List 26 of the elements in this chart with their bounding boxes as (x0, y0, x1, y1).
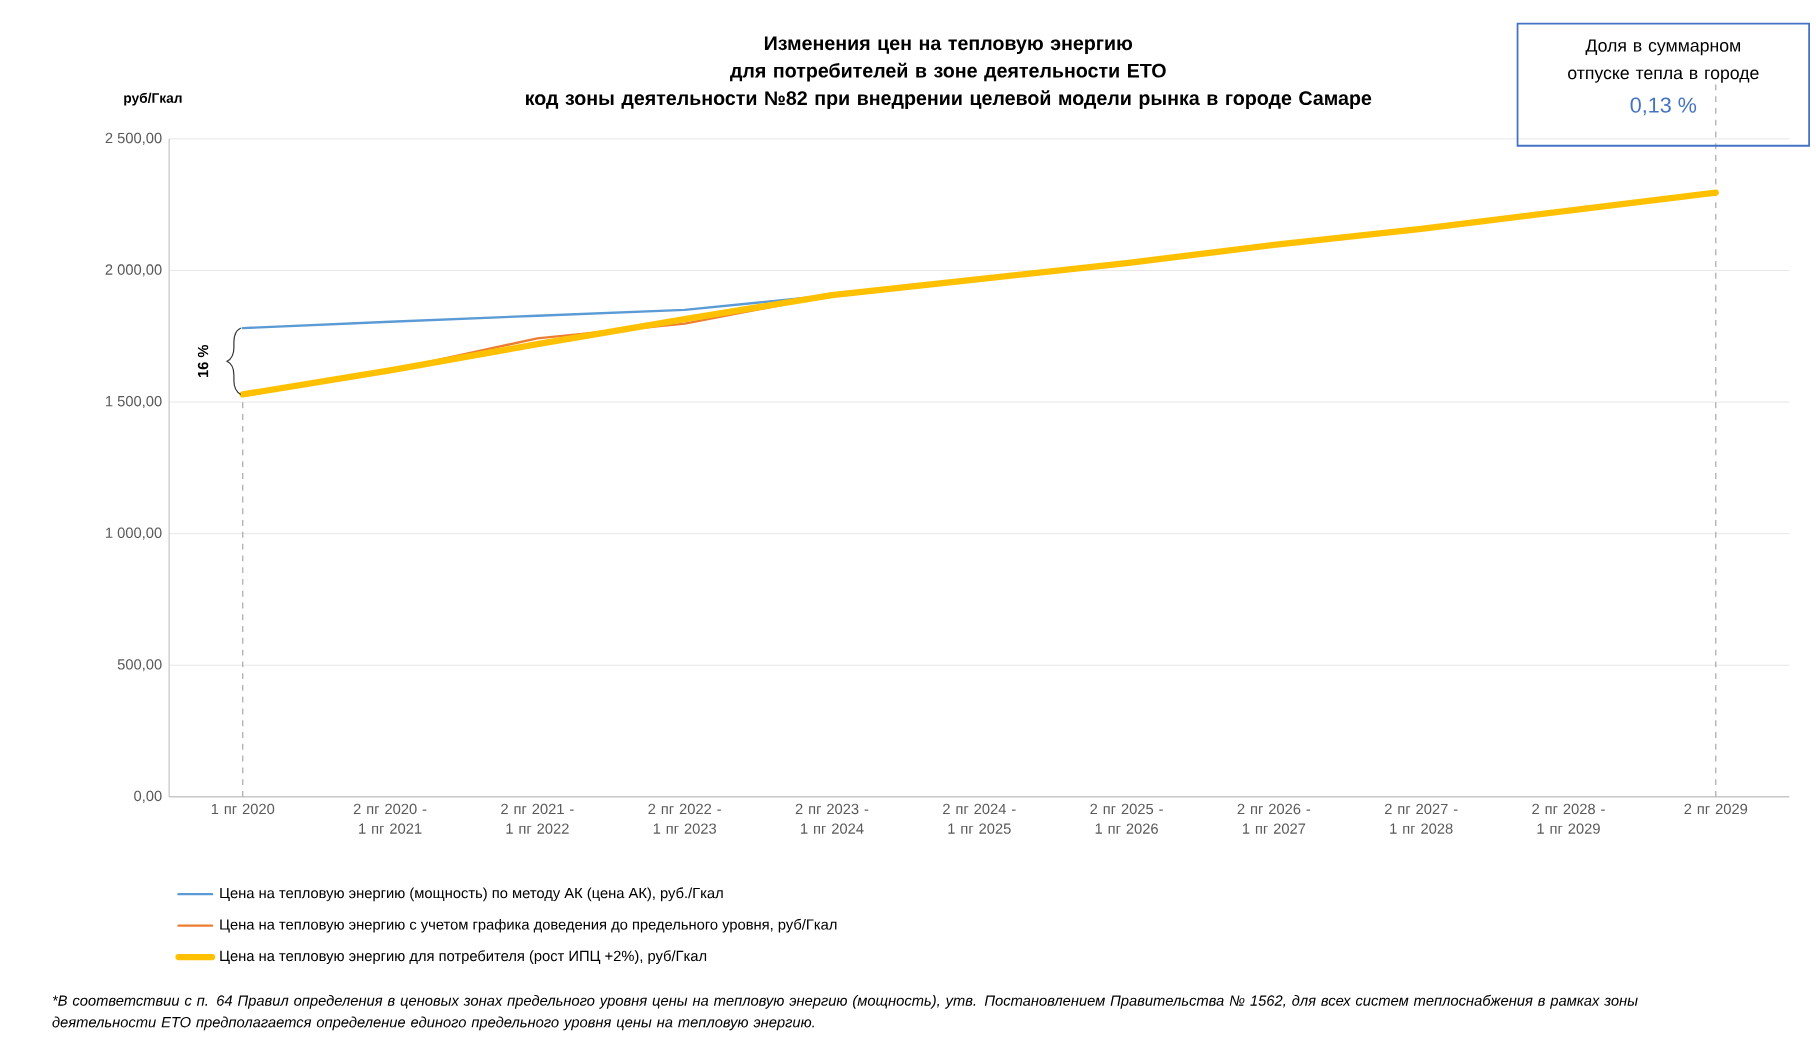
x-tick-label: 2 пг 2020 - 1 пг 2021 (353, 803, 427, 834)
annotation: 16 % (197, 344, 209, 378)
y-axis-title: руб/Гкал (124, 92, 182, 106)
y-tick-label: 1 000,00 (105, 527, 162, 540)
x-tick-label: 1 пг 2020 (211, 803, 275, 815)
y-tick-label: 0,00 (134, 790, 162, 803)
x-tick-label: 2 пг 2028 - 1 пг 2029 (1532, 803, 1605, 834)
text: 0,13 % (1630, 97, 1697, 116)
legend-label: Цена на тепловую энергию с учетом графика доведения до предельного уровня, руб/Гкал (220, 918, 837, 933)
y-tick-label: 1 500,00 (105, 395, 162, 409)
text: Доля в суммарном отпуске тепла в городе (1568, 39, 1759, 83)
text: *В соответствии с п. 64 Правил определения в ценовых зонах предельного уровня цены на тепловую энергию (мощность), утв. Постановлением Правительства № 1562, для всех систем теплоснабжения в рамках зоны деятельности ЕТО предполагается определение единого предельного уровня цены на тепловую энергию. (52, 994, 1638, 1031)
y-tick-label: 2 000,00 (105, 264, 162, 277)
x-tick-label: 2 пг 2024 - 1 пг 2025 (943, 803, 1016, 834)
chart-title: Изменения цен на тепловую энергию для потребителей в зоне деятельности ЕТО код зоны деятельности №82 при внедрении целевой модели рынка в городе Самаре (526, 36, 1372, 109)
legend-label: Цена на тепловую энергию для потребителя (рост ИПЦ +2%), руб/Гкал (220, 950, 707, 965)
x-tick-label: 2 пг 2026 - 1 пг 2027 (1237, 803, 1311, 834)
x-tick-label: 2 пг 2021 - 1 пг 2022 (501, 803, 574, 834)
x-tick-label: 2 пг 2027 - 1 пг 2028 (1384, 803, 1458, 834)
legend-label: Цена на тепловую энергию (мощность) по методу АК (цена АК), руб./Гкал (220, 887, 723, 902)
y-tick-label: 500,00 (117, 659, 162, 672)
x-tick-label: 2 пг 2025 - 1 пг 2026 (1090, 803, 1163, 834)
x-tick-label: 2 пг 2029 (1684, 803, 1748, 815)
y-tick-label: 2 500,00 (105, 132, 162, 145)
x-tick-label: 2 пг 2022 - 1 пг 2023 (648, 803, 721, 834)
x-tick-label: 2 пг 2023 - 1 пг 2024 (795, 803, 869, 834)
